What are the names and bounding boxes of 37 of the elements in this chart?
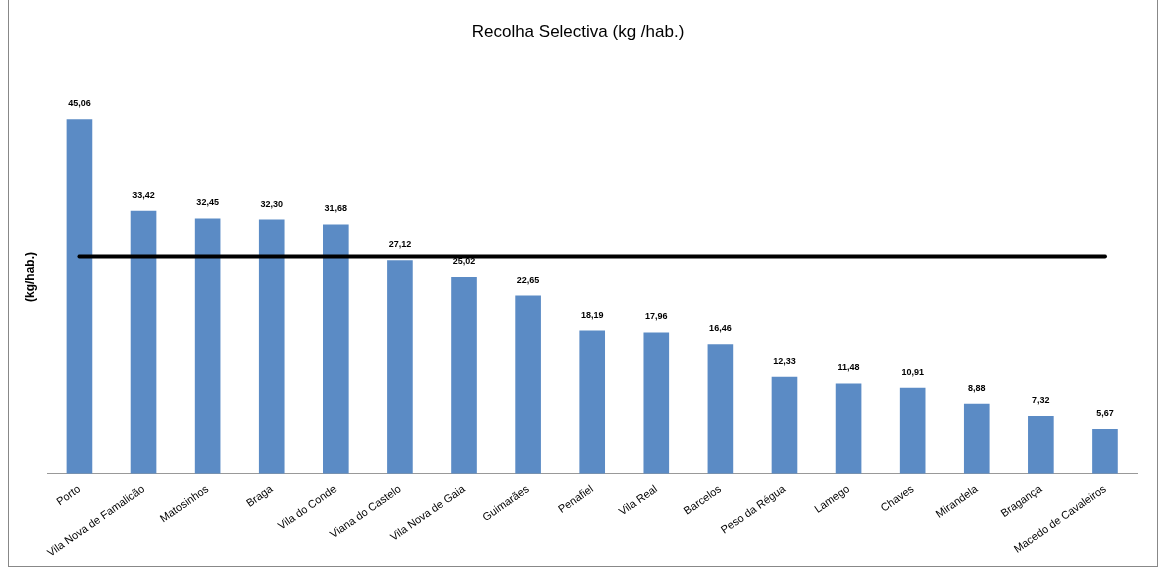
bar xyxy=(1092,429,1118,474)
bar xyxy=(835,383,862,474)
data-label: 7,32 xyxy=(1032,395,1050,406)
y-axis-title: (kg/hab.) xyxy=(22,252,37,303)
bar xyxy=(579,330,606,474)
data-label: 16,46 xyxy=(709,323,732,334)
bar xyxy=(194,218,221,474)
data-label: 45,06 xyxy=(68,98,91,109)
bar xyxy=(258,219,285,474)
chart-title: Recolha Selectiva (kg /hab.) xyxy=(471,21,685,41)
bar xyxy=(1028,416,1054,474)
data-label: 11,48 xyxy=(837,362,860,373)
bar xyxy=(899,387,926,474)
bar xyxy=(387,260,413,474)
data-label: 17,96 xyxy=(645,311,668,322)
bar xyxy=(130,210,157,474)
data-label: 31,68 xyxy=(324,203,348,214)
bar xyxy=(771,376,798,474)
bar xyxy=(963,403,990,474)
data-label: 33,42 xyxy=(132,189,155,200)
data-label: 25,02 xyxy=(452,255,476,266)
data-label: 10,91 xyxy=(901,366,924,377)
bar xyxy=(515,295,541,474)
data-label: 32,45 xyxy=(196,197,219,208)
data-label: 18,19 xyxy=(580,309,604,320)
bar xyxy=(451,276,477,474)
bar xyxy=(323,224,349,474)
bar xyxy=(66,119,93,474)
data-label: 22,65 xyxy=(516,274,540,285)
bar xyxy=(643,332,670,474)
data-label: 27,12 xyxy=(388,239,412,250)
bar xyxy=(707,344,734,474)
data-label: 12,33 xyxy=(773,355,796,366)
data-label: 32,30 xyxy=(260,198,283,209)
data-label: 5,67 xyxy=(1096,408,1114,419)
x-tick-label: Porto xyxy=(53,482,83,508)
data-label: 8,88 xyxy=(968,382,986,393)
